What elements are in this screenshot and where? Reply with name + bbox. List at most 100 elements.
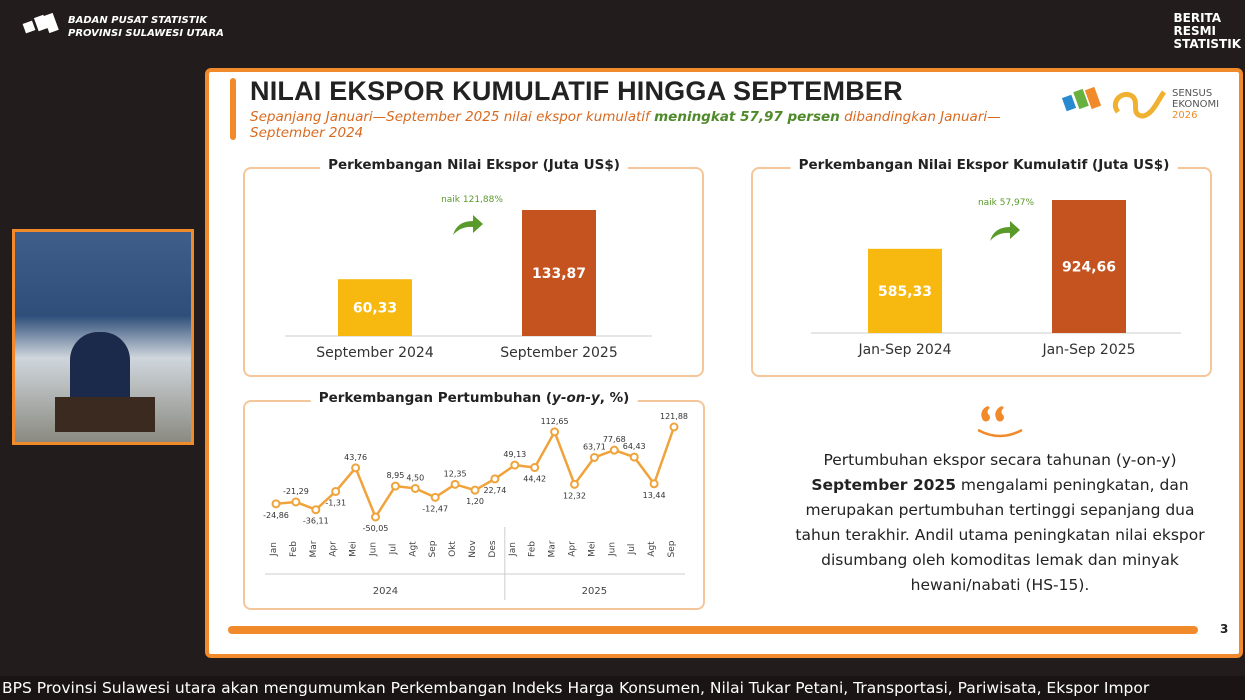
value-label: 112,65	[541, 417, 569, 426]
page-number: 3	[1220, 622, 1229, 636]
x-tick-label: Agt	[647, 541, 657, 557]
x-tick-label: Des	[488, 540, 498, 557]
point	[609, 445, 619, 455]
x-tick-label: Sep	[667, 540, 677, 557]
x-tick-label: Jul	[388, 544, 398, 556]
x-tick-label: September 2025	[500, 345, 617, 361]
value-label: 77,68	[603, 435, 626, 444]
logo-text: 2026	[1172, 110, 1197, 121]
subtitle-highlight: meningkat 57,97 persen	[654, 109, 840, 125]
value-label: 924,66	[1062, 260, 1116, 276]
x-tick-label: Sep	[428, 540, 438, 557]
slide-subtitle: Sepanjang Januari—September 2025 nilai e…	[250, 109, 1010, 141]
value-label: 13,44	[643, 491, 666, 500]
value-label: -21,29	[283, 487, 309, 496]
value-label: -36,11	[303, 517, 329, 526]
logo-text: EKONOMI	[1172, 99, 1219, 110]
point	[371, 512, 380, 522]
brand-line: STATISTIK	[1173, 37, 1242, 51]
value-label: 43,76	[344, 453, 367, 462]
annotation: naik 121,88%	[441, 195, 503, 205]
value-label: -12,47	[422, 504, 448, 513]
point	[589, 452, 599, 462]
quote-part: September 2025	[811, 476, 956, 494]
chart-title: Perkembangan Pertumbuhan (y-on-y, %)	[310, 390, 638, 406]
point	[430, 492, 440, 502]
logo-text: SENSUS	[1172, 88, 1212, 99]
year-label: 2024	[373, 586, 398, 597]
x-tick-label: Jan-Sep 2024	[857, 342, 951, 358]
value-label: 4,50	[406, 473, 424, 482]
x-tick-label: Apr	[568, 541, 578, 557]
quote-part: Pertumbuhan ekspor secara tahunan (y-on-…	[823, 451, 1177, 469]
x-tick-label: Feb	[289, 541, 299, 557]
bar	[868, 248, 942, 333]
census-logo: SENSUS EKONOMI 2026	[1061, 86, 1219, 121]
slide-title: NILAI EKSPOR KUMULATIF HINGGA SEPTEMBER	[250, 76, 903, 106]
annotation: naik 57,97%	[978, 198, 1035, 208]
value-label: 121,88	[660, 412, 688, 421]
x-tick-label: Mar	[548, 540, 558, 557]
bar-chart: 585,33 Jan-Sep 2024 924,66 Jan-Sep 2025 naik…	[811, 198, 1181, 358]
quote-text: Pertumbuhan ekspor secara tahunan (y-on-…	[790, 448, 1210, 598]
slide-footer-bar	[228, 626, 1198, 634]
point	[331, 486, 341, 496]
point	[570, 479, 579, 489]
value-label: 1,20	[466, 497, 484, 506]
quote-part: mengalami peningkatan, dan merupakan per…	[795, 476, 1205, 594]
value-label: 49,13	[503, 450, 526, 459]
point	[410, 483, 420, 493]
x-tick-label: Jan	[269, 542, 279, 557]
news-ticker: BPS Provinsi Sulawesi utara akan mengumu…	[0, 676, 1245, 700]
value-label: 22,74	[483, 486, 506, 495]
x-tick-label: Jun	[607, 542, 617, 557]
trend-arrow	[990, 221, 1020, 241]
title-part: , %)	[599, 390, 630, 406]
chart-box: -24,86 Jan -21,29 Feb -36,11 Mar -1,31 Apr 43,76…	[243, 400, 705, 610]
point	[649, 479, 659, 489]
point	[470, 485, 480, 495]
bar	[338, 279, 412, 336]
point	[629, 452, 639, 462]
x-tick-label: Feb	[528, 541, 538, 557]
subtitle-text: Sepanjang Januari—September 2025 nilai e…	[250, 109, 650, 125]
chart-title: Perkembangan Nilai Ekspor (Juta US$)	[320, 157, 628, 173]
bar	[1052, 200, 1126, 333]
bar	[522, 210, 596, 336]
desk	[55, 397, 155, 432]
point	[311, 505, 321, 515]
x-tick-label: Jun	[369, 542, 379, 557]
point	[450, 479, 460, 489]
x-tick-label: Jul	[627, 544, 637, 556]
value-label: -24,86	[263, 511, 289, 520]
title-part: y-on-y	[552, 390, 600, 406]
point	[271, 499, 281, 509]
point	[390, 481, 400, 491]
chart-box: 60,33 September 2024 133,87 September 2025 n…	[243, 167, 704, 377]
x-tick-label: Mei	[349, 541, 359, 557]
trend-arrow	[453, 215, 483, 235]
brand-line: BERITA	[1173, 11, 1222, 25]
point	[351, 463, 361, 473]
value-label: 585,33	[878, 284, 932, 300]
title-part: Perkembangan Pertumbuhan (	[318, 390, 553, 406]
video-feed	[12, 229, 194, 445]
x-tick-label: Apr	[329, 541, 339, 557]
year-label: 2025	[582, 586, 607, 597]
chart-title: Perkembangan Nilai Ekspor Kumulatif (Jut…	[790, 157, 1178, 173]
brand: BERITA RESMI STATISTIK	[1174, 12, 1242, 51]
point	[291, 497, 301, 507]
chart-box: 585,33 Jan-Sep 2024 924,66 Jan-Sep 2025 naik…	[751, 167, 1212, 377]
point	[510, 460, 520, 470]
x-tick-label: Okt	[448, 541, 458, 557]
x-tick-label: Agt	[408, 541, 418, 557]
org-line: PROVINSI SULAWESI UTARA	[68, 28, 224, 39]
x-tick-label: Nov	[468, 540, 478, 558]
bar-chart: 60,33 September 2024 133,87 September 2025 n…	[285, 195, 652, 361]
value-label: -1,31	[325, 498, 346, 507]
x-tick-label: Mar	[309, 540, 319, 557]
subtitle-text: dibandingkan Januari—September 2024	[250, 109, 1001, 141]
brand-line: RESMI	[1173, 24, 1217, 38]
x-tick-label: September 2024	[316, 345, 434, 361]
